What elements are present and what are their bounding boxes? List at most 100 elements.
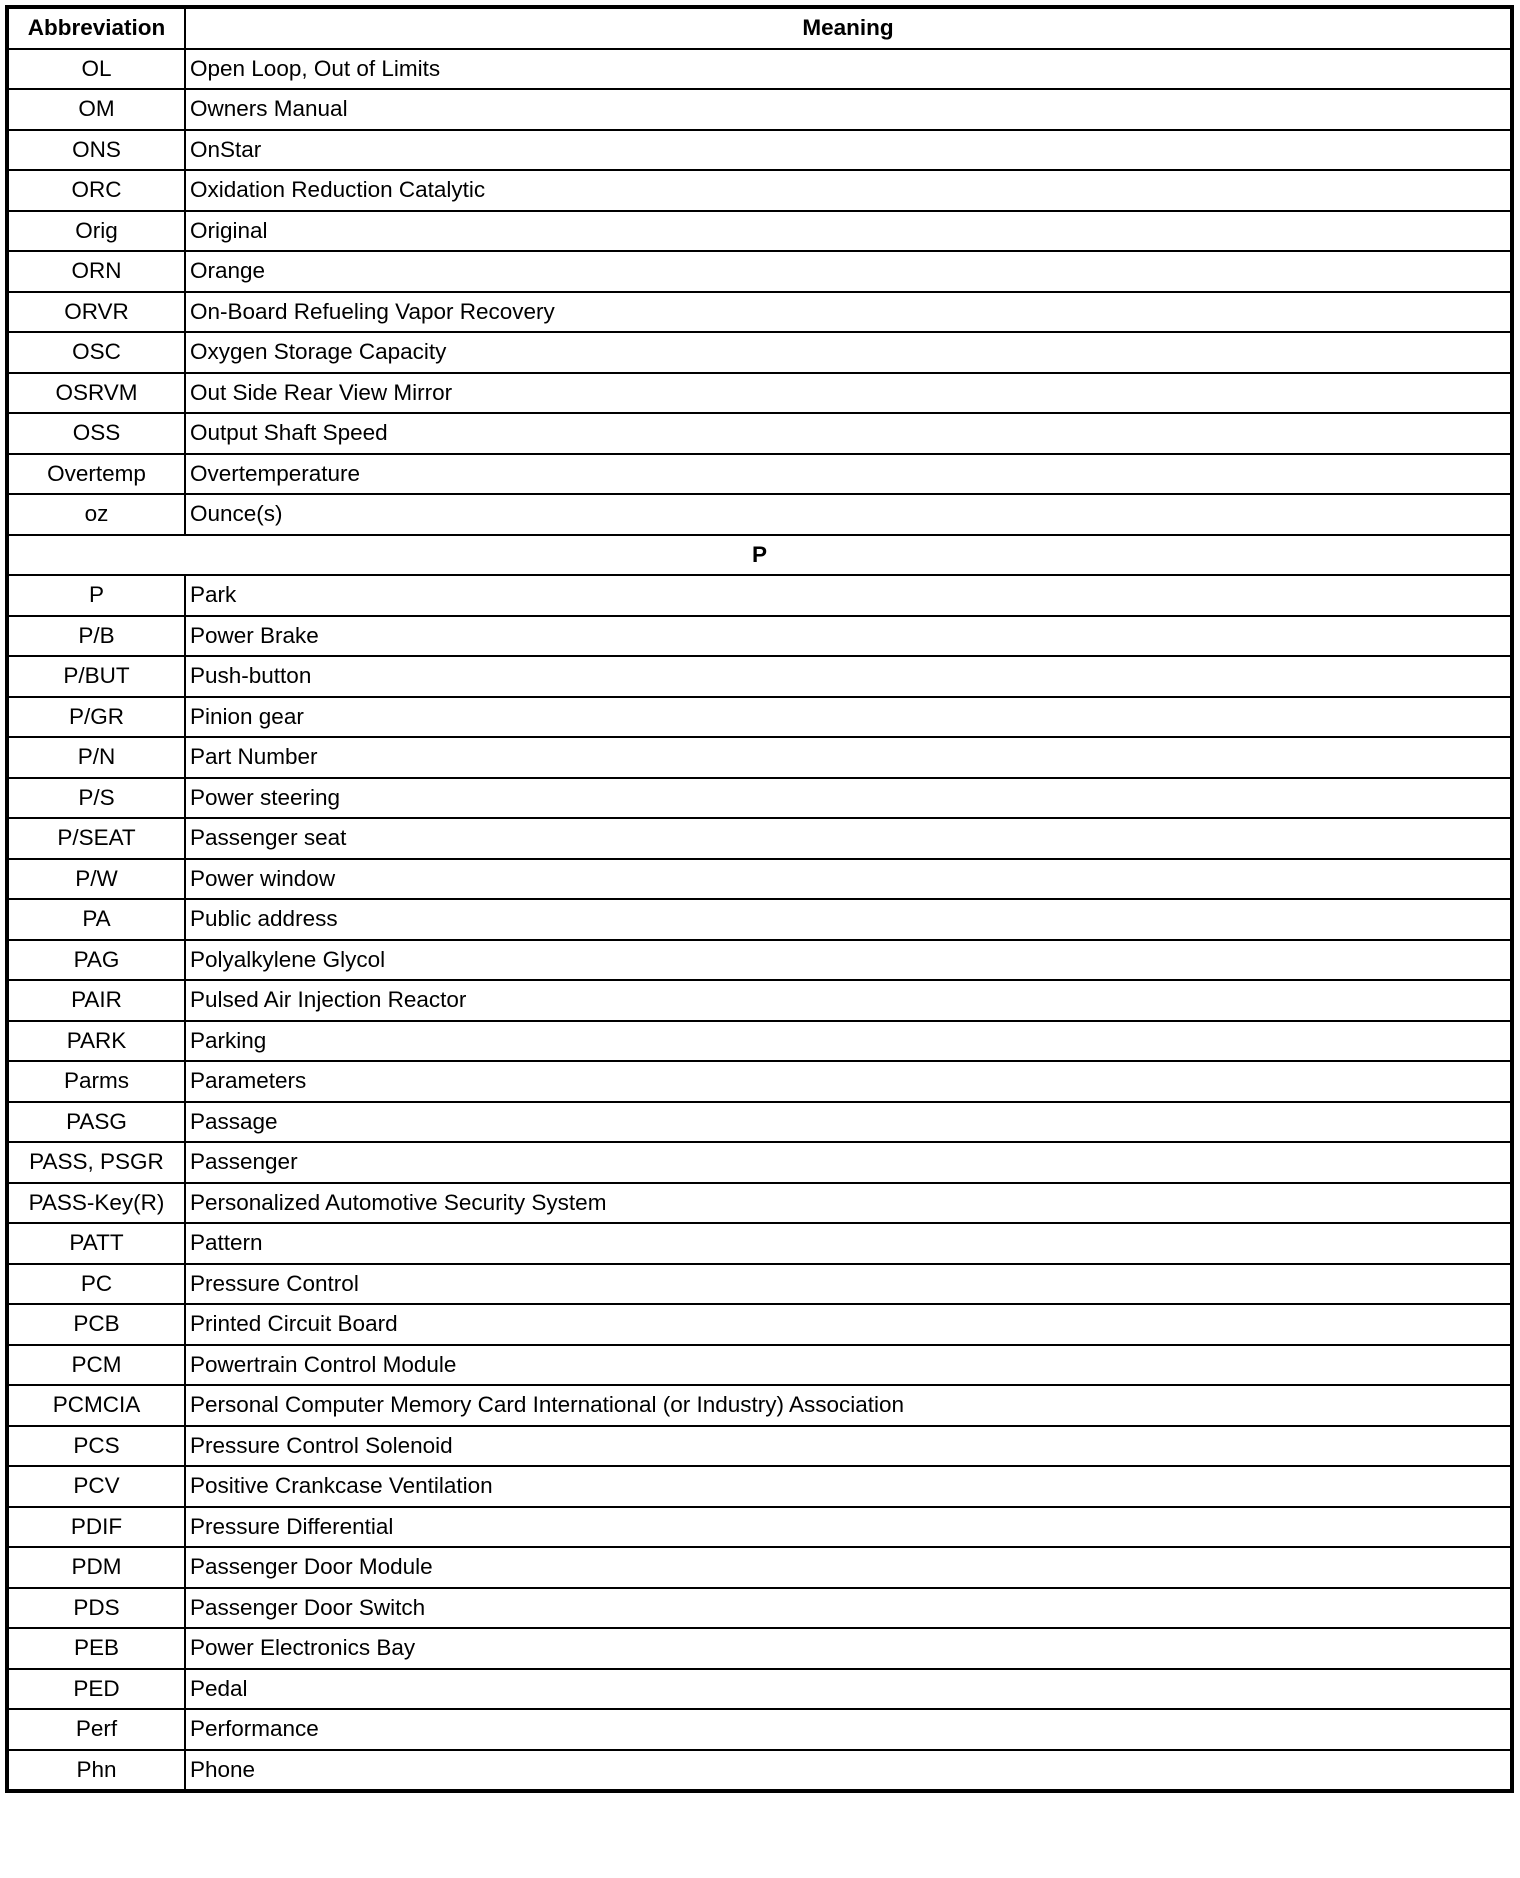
abbreviation-cell: ORN bbox=[6, 250, 186, 293]
table-row: ORVR On-Board Refueling Vapor Recovery bbox=[6, 290, 1513, 333]
header-meaning: Meaning bbox=[184, 6, 1513, 50]
abbreviation-cell: PASS, PSGR bbox=[6, 1141, 186, 1184]
meaning-cell: Parking bbox=[184, 1019, 1513, 1062]
abbreviation-cell: P/GR bbox=[6, 695, 186, 738]
meaning-cell: Printed Circuit Board bbox=[184, 1303, 1513, 1346]
table-row: PASG Passage bbox=[6, 1100, 1513, 1143]
abbreviation-cell: PASS-Key(R) bbox=[6, 1181, 186, 1224]
abbreviation-cell: PCMCIA bbox=[6, 1384, 186, 1427]
meaning-cell: Ounce(s) bbox=[184, 493, 1513, 536]
abbreviation-cell: P bbox=[6, 574, 186, 617]
table-row: Overtemp Overtemperature bbox=[6, 452, 1513, 495]
abbreviation-cell: PC bbox=[6, 1262, 186, 1305]
abbreviation-cell: ORVR bbox=[6, 290, 186, 333]
abbreviation-cell: ORC bbox=[6, 169, 186, 212]
abbreviation-cell: PDIF bbox=[6, 1505, 186, 1548]
meaning-cell: Positive Crankcase Ventilation bbox=[184, 1465, 1513, 1508]
abbreviation-cell: PA bbox=[6, 898, 186, 941]
meaning-cell: Pressure Control Solenoid bbox=[184, 1424, 1513, 1467]
abbreviation-cell: Perf bbox=[6, 1708, 186, 1751]
meaning-cell: Park bbox=[184, 574, 1513, 617]
table-row: Orig Original bbox=[6, 209, 1513, 252]
meaning-cell: Phone bbox=[184, 1748, 1513, 1792]
meaning-cell: Power window bbox=[184, 857, 1513, 900]
table-row: PCV Positive Crankcase Ventilation bbox=[6, 1465, 1513, 1508]
table-row: P/N Part Number bbox=[6, 736, 1513, 779]
meaning-cell: Passenger Door Switch bbox=[184, 1586, 1513, 1629]
abbreviation-cell: P/N bbox=[6, 736, 186, 779]
meaning-cell: Push-button bbox=[184, 655, 1513, 698]
abbreviation-cell: P/S bbox=[6, 776, 186, 819]
table-row: OSRVM Out Side Rear View Mirror bbox=[6, 371, 1513, 414]
meaning-cell: Pressure Control bbox=[184, 1262, 1513, 1305]
table-row: P Park bbox=[6, 574, 1513, 617]
meaning-cell: Personalized Automotive Security System bbox=[184, 1181, 1513, 1224]
table-row: P/GR Pinion gear bbox=[6, 695, 1513, 738]
abbreviation-cell: P/B bbox=[6, 614, 186, 657]
table-body: OL Open Loop, Out of Limits OM Owners Manua… bbox=[6, 47, 1513, 1792]
abbreviation-cell: ONS bbox=[6, 128, 186, 171]
meaning-cell: Pulsed Air Injection Reactor bbox=[184, 979, 1513, 1022]
table-row: P/BUT Push-button bbox=[6, 655, 1513, 698]
abbreviation-cell: OSS bbox=[6, 412, 186, 455]
section-heading: P bbox=[6, 533, 1513, 576]
meaning-cell: Overtemperature bbox=[184, 452, 1513, 495]
meaning-cell: Personal Computer Memory Card Internatio… bbox=[184, 1384, 1513, 1427]
table-row: Parms Parameters bbox=[6, 1060, 1513, 1103]
abbreviation-cell: oz bbox=[6, 493, 186, 536]
abbreviation-cell: Orig bbox=[6, 209, 186, 252]
abbreviation-cell: PAIR bbox=[6, 979, 186, 1022]
meaning-cell: Power Brake bbox=[184, 614, 1513, 657]
table-row: PAG Polyalkylene Glycol bbox=[6, 938, 1513, 981]
abbreviation-cell: Overtemp bbox=[6, 452, 186, 495]
abbreviation-cell: Parms bbox=[6, 1060, 186, 1103]
table-row: P/W Power window bbox=[6, 857, 1513, 900]
table-row: PCB Printed Circuit Board bbox=[6, 1303, 1513, 1346]
table-row: PATT Pattern bbox=[6, 1222, 1513, 1265]
abbreviation-cell: P/SEAT bbox=[6, 817, 186, 860]
table-row: PASS, PSGR Passenger bbox=[6, 1141, 1513, 1184]
table-row: PC Pressure Control bbox=[6, 1262, 1513, 1305]
abbreviation-cell: PED bbox=[6, 1667, 186, 1710]
table-row: P/B Power Brake bbox=[6, 614, 1513, 657]
table-row: OSS Output Shaft Speed bbox=[6, 412, 1513, 455]
meaning-cell: Performance bbox=[184, 1708, 1513, 1751]
abbreviation-cell: P/BUT bbox=[6, 655, 186, 698]
table-row: OL Open Loop, Out of Limits bbox=[6, 47, 1513, 90]
table-row: Phn Phone bbox=[6, 1748, 1513, 1792]
meaning-cell: Pedal bbox=[184, 1667, 1513, 1710]
header-abbreviation: Abbreviation bbox=[6, 6, 186, 50]
meaning-cell: Oxidation Reduction Catalytic bbox=[184, 169, 1513, 212]
table-row: PCMCIA Personal Computer Memory Card Inte… bbox=[6, 1384, 1513, 1427]
table-row: PCS Pressure Control Solenoid bbox=[6, 1424, 1513, 1467]
abbreviation-cell: PDS bbox=[6, 1586, 186, 1629]
table-row: PDS Passenger Door Switch bbox=[6, 1586, 1513, 1629]
table-row: OM Owners Manual bbox=[6, 88, 1513, 131]
section-row: P bbox=[6, 533, 1513, 576]
table-row: PED Pedal bbox=[6, 1667, 1513, 1710]
abbreviation-cell: PCM bbox=[6, 1343, 186, 1386]
abbreviation-cell: PCS bbox=[6, 1424, 186, 1467]
meaning-cell: Passage bbox=[184, 1100, 1513, 1143]
abbreviation-cell: PCB bbox=[6, 1303, 186, 1346]
table-row: ORN Orange bbox=[6, 250, 1513, 293]
abbreviation-cell: PAG bbox=[6, 938, 186, 981]
table-row: ONS OnStar bbox=[6, 128, 1513, 171]
meaning-cell: Pattern bbox=[184, 1222, 1513, 1265]
meaning-cell: Original bbox=[184, 209, 1513, 252]
meaning-cell: Oxygen Storage Capacity bbox=[184, 331, 1513, 374]
table-row: P/SEAT Passenger seat bbox=[6, 817, 1513, 860]
meaning-cell: Out Side Rear View Mirror bbox=[184, 371, 1513, 414]
meaning-cell: Owners Manual bbox=[184, 88, 1513, 131]
abbreviation-cell: PCV bbox=[6, 1465, 186, 1508]
meaning-cell: Passenger Door Module bbox=[184, 1546, 1513, 1589]
table-row: oz Ounce(s) bbox=[6, 493, 1513, 536]
abbreviation-cell: Phn bbox=[6, 1748, 186, 1792]
table-row: PDM Passenger Door Module bbox=[6, 1546, 1513, 1589]
table-row: OSC Oxygen Storage Capacity bbox=[6, 331, 1513, 374]
abbreviation-cell: OM bbox=[6, 88, 186, 131]
abbreviation-cell: PATT bbox=[6, 1222, 186, 1265]
meaning-cell: On-Board Refueling Vapor Recovery bbox=[184, 290, 1513, 333]
meaning-cell: Power steering bbox=[184, 776, 1513, 819]
meaning-cell: Open Loop, Out of Limits bbox=[184, 47, 1513, 90]
